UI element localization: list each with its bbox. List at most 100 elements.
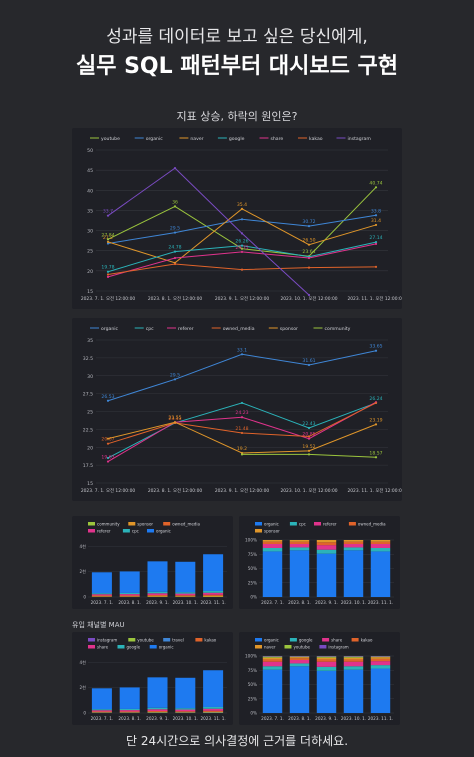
data-point-google [106,270,110,273]
data-point-share [173,256,177,260]
data-point-community [240,453,244,456]
data-label-organic: 31.61 [302,358,315,364]
data-label-cpc: 26.24 [369,396,382,402]
bar-segment-referer [316,545,337,550]
bar-segment-sponsor [316,540,337,543]
legend-label-organic: organic [101,326,119,332]
x-tick-label: 2023. 7. 1. [261,716,284,721]
bar-segment-owned_media [91,595,112,597]
data-label-naver: 27.2 [103,235,113,241]
data-label-sponsor: 19.52 [302,444,315,450]
x-tick-label: 2023. 7. 1. [91,716,114,721]
legend-swatch-sponsor [255,529,262,533]
bar-segment-referer [289,543,310,548]
data-point-owned_media [374,401,378,405]
y-tick-label: 75% [248,552,257,557]
data-point-instagram [106,214,110,217]
bar-segment-instagram [289,656,310,657]
data-point-kakao [240,268,244,271]
legend-swatch-organic [255,638,262,642]
data-point-share [307,256,311,260]
y-tick-label: 25% [248,580,257,585]
data-point-naver [240,207,244,210]
section-label: 유입 채널별 MAU [72,621,125,629]
line-chart-panel-2: 15 17.5 20 22.5 25 27.5 30 32.5 35 2023. 7. 1. 오전… [72,318,405,501]
bar-segment-instagram [316,656,337,657]
legend-swatch-sponsor [128,522,136,526]
bar-segment-owned_media [147,595,168,597]
y-tick-label: 40 [87,188,93,194]
bar-segment-cpc [91,593,112,595]
bar-segment-kakao [119,711,140,713]
bar-segment-sponsor [147,596,168,597]
legend-label-sponsor: sponsor [280,326,298,332]
legend-label-cpc: cpc [132,529,139,534]
bar-segment-organic [203,554,224,591]
bar-segment-kakao [289,658,310,660]
data-label-google: 24.78 [168,245,181,251]
data-label-referer: 20.85 [302,432,315,438]
legend-swatch-share [322,638,330,642]
bar-segment-referer [343,543,364,548]
y-tick-label: 17.5 [83,463,93,469]
bar-segment-cpc [203,590,224,593]
data-label-referer: 19.63 [101,455,114,461]
y-tick-label: 15 [87,289,93,295]
bar-segment-youtube [203,711,224,713]
bar-segment-cpc [175,592,196,594]
legend-swatch-youtube [128,638,136,642]
data-point-kakao [374,265,378,268]
legend-label-youtube: youtube [137,638,154,643]
legend-swatch-referer [314,522,321,526]
bar-segment-organic [175,561,196,593]
legend-label-referer: referer [97,529,111,534]
x-tick-label: 2023. 7. 1. [261,600,284,605]
data-label-organic: 33.8 [371,208,381,214]
bar-segment-referer [147,593,168,596]
legend-label-youtube: youtube [294,645,311,650]
bar-segment-share [147,709,168,712]
bar-segment-referer [203,592,224,595]
bar-segment-naver [316,657,337,660]
data-label-youtube: 40.74 [369,180,382,186]
x-tick-label: 2023. 10. 1. [173,716,198,721]
bar-segment-organic [370,668,391,713]
bar-segment-referer [119,594,140,596]
bar-segment-organic [175,677,196,709]
bar-segment-organic [119,687,140,709]
data-point-sponsor [173,421,177,424]
bar-segment-cpc [119,592,140,595]
legend-swatch-naver [255,645,262,649]
bar-segment-sponsor [203,595,224,597]
bar-segment-google [316,666,337,671]
x-tick-label: 2023. 9. 1. [146,716,169,721]
y-tick-label: 75% [248,668,257,673]
data-point-referer [106,460,110,463]
bar-segment-google [203,706,224,709]
y-tick-label: 0% [250,595,257,600]
legend-label-owned_media: owned_media [172,522,200,527]
data-point-organic [240,353,244,356]
header-line-2: 실무 SQL 패턴부터 대시보드 구현 [75,54,399,79]
x-tick-label: 2023. 10. 1. [173,600,198,605]
x-tick-label: 2023. 11. 1. [368,600,393,605]
bar-segment-kakao [203,710,224,712]
y-tick-label: 50 [87,148,93,154]
y-tick-label: 25% [248,696,257,701]
data-point-organic [307,225,311,228]
percent-bar-chart-2: 0% 25% 50% 75% 100% organic google share kakao na… [245,638,394,721]
bar-segment-sponsor [91,596,112,597]
line-chart-2: 15 17.5 20 22.5 25 27.5 30 32.5 35 2023. 7. 1. 오전… [81,326,405,494]
data-point-share [106,275,110,278]
y-tick-label: 35 [87,338,93,344]
bar-segment-owned_media [343,541,364,544]
legend-swatch-youtube [284,645,292,649]
bar-chart-panel-3: 0 2천 4천 instagram youtube travel kakao share goo… [72,632,233,725]
bar-segment-kakao [175,711,196,713]
y-tick-label: 2천 [79,568,86,574]
y-tick-label: 15 [87,481,93,487]
bar-segment-kakao [262,659,283,662]
bar-segment-sponsor [175,596,196,597]
data-point-organic [106,242,110,245]
legend-label-owned_media: owned_media [223,326,255,332]
